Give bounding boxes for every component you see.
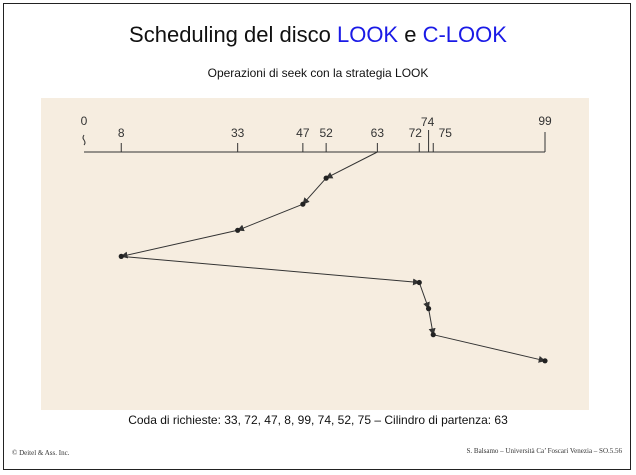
request-point xyxy=(430,332,436,338)
tick-label: 63 xyxy=(371,126,385,140)
title-clook: C-LOOK xyxy=(422,22,507,47)
request-queue-caption: Coda di richieste: 33, 72, 47, 8, 99, 74… xyxy=(128,413,508,427)
seek-path xyxy=(118,151,548,364)
title-prefix: Scheduling del disco xyxy=(129,22,337,47)
seek-segment xyxy=(302,177,327,205)
seek-segment xyxy=(325,151,378,179)
figure-subtitle: Operazioni di seek con la strategia LOOK xyxy=(207,66,429,80)
request-point xyxy=(300,201,306,207)
request-point xyxy=(425,306,432,312)
request-point xyxy=(416,279,422,286)
slide-title: Scheduling del disco LOOK e C-LOOK xyxy=(0,22,636,48)
request-point xyxy=(118,253,124,259)
title-look: LOOK xyxy=(336,22,399,47)
tick-label: 47 xyxy=(296,126,310,140)
seek-segment xyxy=(428,308,436,336)
tick-label: 74 xyxy=(421,115,435,129)
request-point xyxy=(323,175,329,181)
footer-course-info: S. Balsamo – Università Ca’ Foscari Vene… xyxy=(466,447,622,455)
tick-label: 0 xyxy=(81,114,88,128)
tick-label: 75 xyxy=(439,126,453,140)
footer-copyright: © Deitel & Ass. Inc. xyxy=(12,449,70,457)
seek-segment xyxy=(418,282,430,310)
tick-label: 8 xyxy=(118,126,125,140)
tick-label: 72 xyxy=(409,126,423,140)
tick-mark xyxy=(82,134,86,146)
request-point xyxy=(542,358,548,364)
title-mid: e xyxy=(398,22,423,47)
tick-label: 52 xyxy=(319,126,333,140)
seek-segment xyxy=(433,334,546,363)
seek-segment xyxy=(120,229,238,259)
request-point xyxy=(235,227,241,233)
seek-segment xyxy=(237,203,304,232)
seek-segment xyxy=(121,255,420,286)
tick-label: 99 xyxy=(538,114,552,128)
tick-label: 33 xyxy=(231,126,245,140)
